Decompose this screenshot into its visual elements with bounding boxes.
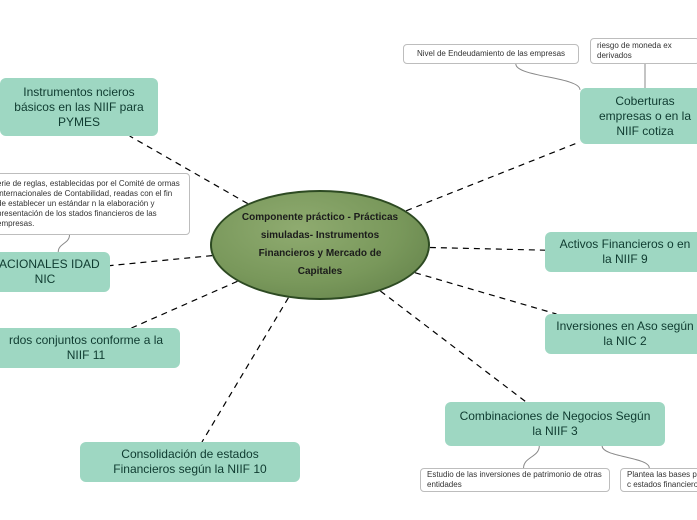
node-label: Consolidación de estados Financieros seg… [90, 447, 290, 477]
branch-node-n3: rdos conjuntos conforme a la NIIF 11 [0, 328, 180, 368]
node-label: Inversiones en Aso según la NIC 2 [555, 319, 695, 349]
node-label: NACIONALES IDAD NIC [0, 257, 100, 287]
node-label: Nivel de Endeudamiento de las empresas [417, 49, 565, 59]
node-label: Activos Financieros o en la NIIF 9 [555, 237, 695, 267]
branch-node-n4: Consolidación de estados Financieros seg… [80, 442, 300, 482]
branch-node-n2: NACIONALES IDAD NIC [0, 252, 110, 292]
sub-node-s1: Nivel de Endeudamiento de las empresas [403, 44, 579, 64]
node-label: Plantea las bases para la c estados fina… [627, 470, 697, 490]
sub-node-s2: riesgo de moneda ex derivados [590, 38, 697, 64]
branch-node-n8: Coberturas empresas o en la NIIF cotiza [580, 88, 697, 144]
branch-node-n6: Inversiones en Aso según la NIC 2 [545, 314, 697, 354]
mindmap-canvas: { "canvas": { "width": 697, "height": 52… [0, 0, 697, 520]
branch-node-n1: Instrumentos ncieros básicos en las NIIF… [0, 78, 158, 136]
sub-node-s3: erie de reglas, establecidas por el Comi… [0, 173, 190, 235]
node-label: erie de reglas, establecidas por el Comi… [0, 179, 183, 229]
sub-node-s5: Plantea las bases para la c estados fina… [620, 468, 697, 492]
sub-node-s4: Estudio de las inversiones de patrimonio… [420, 468, 610, 492]
node-label: Estudio de las inversiones de patrimonio… [427, 470, 603, 490]
branch-node-n7: Activos Financieros o en la NIIF 9 [545, 232, 697, 272]
node-label: Combinaciones de Negocios Según la NIIF … [455, 409, 655, 439]
branch-node-n5: Combinaciones de Negocios Según la NIIF … [445, 402, 665, 446]
node-label: Instrumentos ncieros básicos en las NIIF… [10, 85, 148, 130]
node-label: riesgo de moneda ex derivados [597, 41, 693, 61]
center-topic: Componente práctico - Prácticas simulada… [210, 190, 430, 300]
node-label: rdos conjuntos conforme a la NIIF 11 [2, 333, 170, 363]
node-label: Coberturas empresas o en la NIIF cotiza [590, 94, 697, 139]
center-topic-label: Componente práctico - Prácticas simulada… [240, 209, 400, 281]
